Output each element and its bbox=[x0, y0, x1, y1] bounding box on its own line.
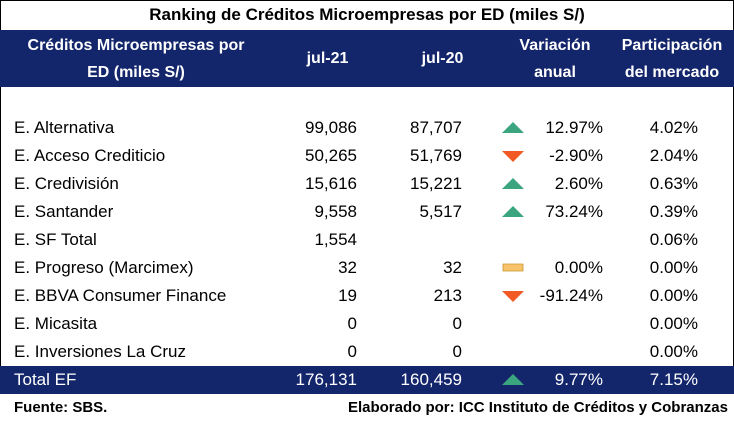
market-share: 7.15% bbox=[649, 370, 698, 389]
table-row: E. SF Total 1,554 0.06% bbox=[0, 226, 734, 254]
value-jul20 bbox=[395, 226, 462, 254]
table-title: Ranking de Créditos Microempresas por ED… bbox=[149, 5, 585, 24]
up-arrow-icon bbox=[502, 206, 524, 217]
value-jul20: 15,221 bbox=[410, 174, 462, 193]
value-jul21: 9,558 bbox=[314, 202, 357, 221]
entity-name: E. Micasita bbox=[14, 314, 98, 333]
table-header: Créditos Microempresas por ED (miles S/)… bbox=[0, 30, 734, 87]
entity-name: E. Inversiones La Cruz bbox=[14, 342, 186, 361]
market-share: 0.63% bbox=[649, 174, 698, 193]
value-jul20: 5,517 bbox=[419, 202, 462, 221]
header-entity: Créditos Microempresas por ED (miles S/) bbox=[0, 30, 272, 87]
down-arrow-icon bbox=[502, 151, 524, 162]
credit-note: Elaborado por: ICC Instituto de Créditos… bbox=[347, 399, 728, 416]
value-jul20: 0 bbox=[452, 342, 462, 361]
value-jul21: 99,086 bbox=[305, 118, 357, 137]
variation-value: -91.24% bbox=[539, 286, 603, 305]
value-jul20: 213 bbox=[433, 286, 462, 305]
table-row: E. Alternativa 99,086 87,707 12.97% 4.02% bbox=[0, 114, 734, 142]
variation-value: -2.90% bbox=[549, 146, 603, 165]
value-jul21: 19 bbox=[338, 286, 357, 305]
entity-name: E. Santander bbox=[14, 202, 114, 221]
value-jul21: 15,616 bbox=[305, 174, 357, 193]
header-share-line1: Participación bbox=[621, 36, 723, 54]
value-jul21: 32 bbox=[338, 258, 357, 277]
entity-name: E. BBVA Consumer Finance bbox=[14, 286, 227, 305]
entity-name: E. Alternativa bbox=[14, 118, 115, 137]
market-share: 0.06% bbox=[649, 230, 698, 249]
source-note: Fuente: SBS. bbox=[14, 399, 108, 416]
table-row: E. Acceso Crediticio 50,265 51,769 -2.90% 2.… bbox=[0, 142, 734, 170]
value-jul20: 32 bbox=[443, 258, 462, 277]
value-jul21: 50,265 bbox=[305, 146, 357, 165]
entity-name: E. Credivisión bbox=[14, 174, 119, 193]
market-share: 4.02% bbox=[649, 118, 698, 137]
variation-value bbox=[515, 310, 603, 338]
variation-value: 9.77% bbox=[554, 370, 603, 389]
header-entity-line1: Créditos Microempresas por bbox=[27, 36, 245, 54]
market-share: 0.00% bbox=[649, 314, 698, 333]
up-arrow-icon bbox=[502, 374, 524, 385]
market-share: 2.04% bbox=[649, 146, 698, 165]
header-share-line2: del mercado bbox=[624, 63, 720, 81]
entity-name: Total EF bbox=[14, 370, 77, 389]
value-jul20: 160,459 bbox=[400, 370, 462, 389]
header-share: Participación del mercado bbox=[610, 30, 734, 87]
table-row: E. Inversiones La Cruz 0 0 0.00% bbox=[0, 338, 734, 366]
variation-value: 73.24% bbox=[545, 202, 603, 221]
value-jul21: 0 bbox=[347, 314, 357, 333]
variation-value bbox=[515, 226, 603, 254]
entity-name: E. Progreso (Marcimex) bbox=[14, 258, 194, 277]
header-entity-line2: ED (miles S/) bbox=[87, 63, 185, 81]
value-jul21: 0 bbox=[347, 342, 357, 361]
variation-value: 12.97% bbox=[545, 118, 603, 137]
table-row: E. Micasita 0 0 0.00% bbox=[0, 310, 734, 338]
table-row: E. Santander 9,558 5,517 73.24% 0.39% bbox=[0, 198, 734, 226]
market-share: 0.00% bbox=[649, 286, 698, 305]
variation-value: 0.00% bbox=[554, 258, 603, 277]
value-jul20: 87,707 bbox=[410, 118, 462, 137]
flat-bar-icon bbox=[502, 263, 524, 272]
total-row: Total EF 176,131 160,459 9.77% 7.15% bbox=[0, 366, 734, 394]
header-variation-line2: anual bbox=[534, 63, 576, 81]
market-share: 0.00% bbox=[649, 258, 698, 277]
value-jul20: 51,769 bbox=[410, 146, 462, 165]
value-jul20: 0 bbox=[452, 314, 462, 333]
table-row: E. Progreso (Marcimex) 32 32 0.00% 0.00% bbox=[0, 254, 734, 282]
table-row: E. Credivisión 15,616 15,221 2.60% 0.63% bbox=[0, 170, 734, 198]
entity-name: E. SF Total bbox=[14, 230, 97, 249]
header-jul21: jul-21 bbox=[306, 50, 349, 67]
variation-value: 2.60% bbox=[554, 174, 603, 193]
variation-value bbox=[515, 338, 603, 366]
up-arrow-icon bbox=[502, 122, 524, 133]
table-row: E. BBVA Consumer Finance 19 213 -91.24% 0.00… bbox=[0, 282, 734, 310]
value-jul21: 176,131 bbox=[295, 370, 357, 389]
entity-name: E. Acceso Crediticio bbox=[14, 146, 166, 165]
market-share: 0.00% bbox=[649, 342, 698, 361]
header-jul20: jul-20 bbox=[421, 50, 464, 67]
header-variation-line1: Variación bbox=[519, 36, 591, 54]
value-jul21: 1,554 bbox=[314, 230, 357, 249]
down-arrow-icon bbox=[502, 291, 524, 302]
market-share: 0.39% bbox=[649, 202, 698, 221]
header-variation: Variación anual bbox=[505, 30, 605, 87]
up-arrow-icon bbox=[502, 178, 524, 189]
